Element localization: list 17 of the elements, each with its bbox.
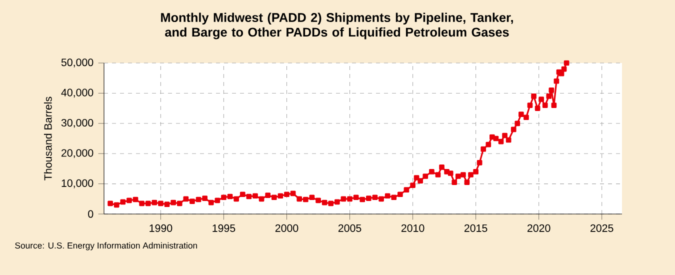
y-axis-title: Thousand Barrels	[44, 96, 52, 180]
source-note: Source: U.S. Energy Information Administration	[15, 242, 197, 250]
chart-title: Monthly Midwest (PADD 2) Shipments by Pipeline, Tanker, and Barge to Other PADDs of Liquified Petroleum Gases	[161, 12, 513, 40]
y-tick-label: 0	[88, 210, 94, 218]
x-tick-label: 2025	[590, 224, 614, 232]
y-tick-label: 30,000	[61, 119, 94, 128]
x-tick-label: 2005	[338, 224, 362, 232]
y-tick-label: 40,000	[61, 88, 94, 98]
x-tick-label: 1990	[150, 224, 172, 232]
x-tick-label: 2010	[401, 224, 424, 232]
x-tick-label: 2020	[528, 224, 550, 232]
x-tick-label: 1995	[212, 224, 236, 232]
y-tick-label: 50,000	[61, 58, 94, 68]
x-tick-label: 2015	[464, 224, 488, 232]
x-tick-label: 2000	[275, 224, 298, 232]
y-tick-label: 10,000	[62, 179, 94, 188]
y-tick-label: 20,000	[62, 149, 94, 158]
